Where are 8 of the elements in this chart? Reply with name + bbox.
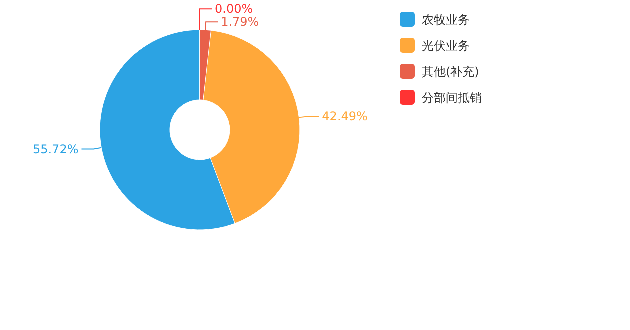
- legend-label: 农牧业务: [422, 13, 470, 27]
- data-label: 55.72%: [32, 142, 79, 156]
- legend-label: 分部间抵销: [422, 91, 482, 105]
- legend-label: 光伏业务: [422, 39, 470, 53]
- legend-label: 其他(补充): [422, 65, 480, 79]
- text: 0.00%: [215, 2, 254, 16]
- data-label: 42.49%: [322, 110, 368, 124]
- data-label: 1.79%: [221, 15, 260, 30]
